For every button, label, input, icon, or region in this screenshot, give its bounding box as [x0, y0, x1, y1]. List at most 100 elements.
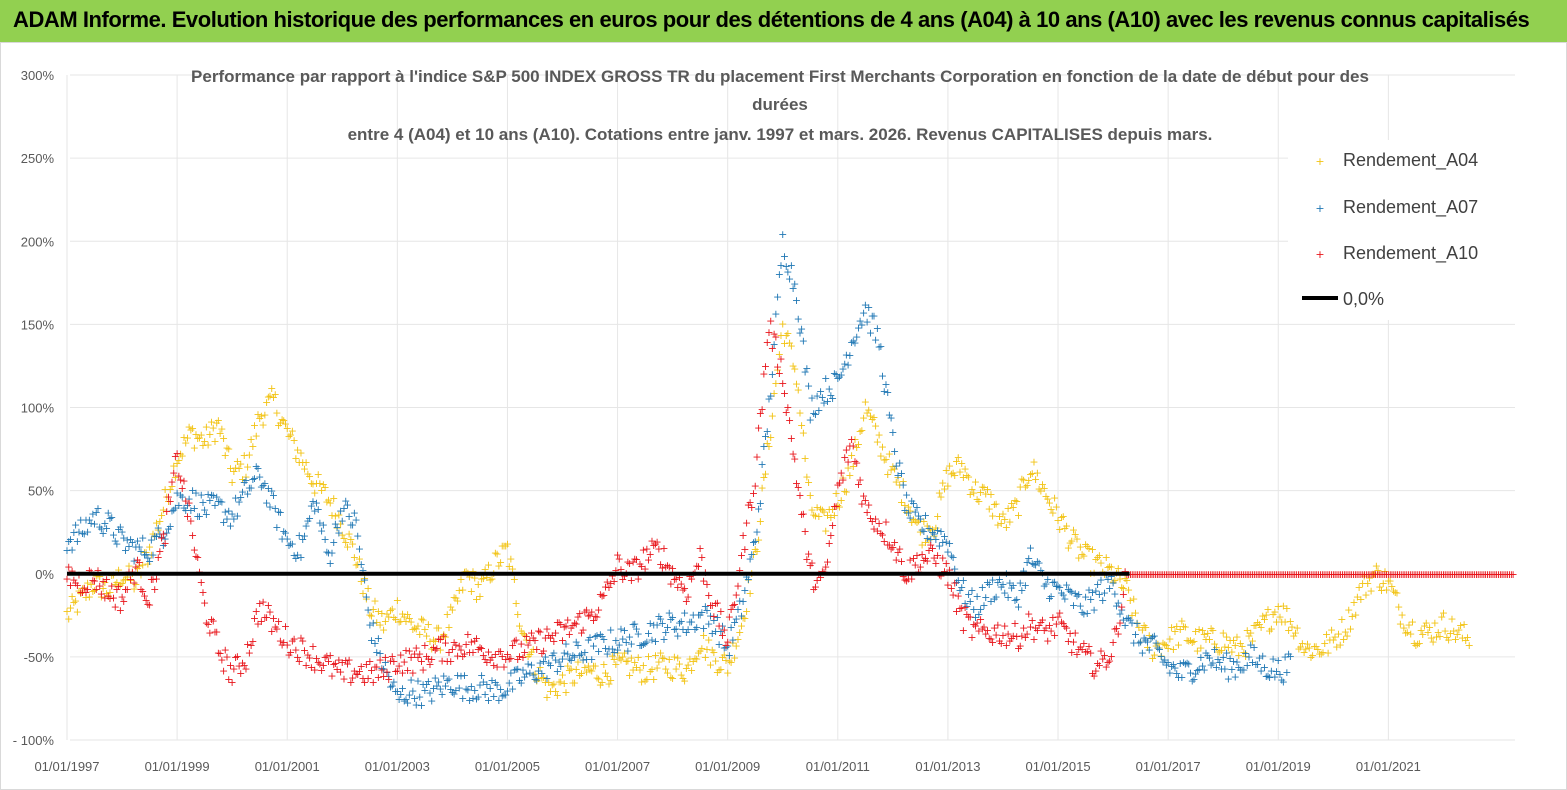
point-a07: +	[434, 675, 443, 688]
point-a07: +	[76, 513, 85, 526]
point-a04: +	[656, 646, 665, 659]
point-a04: +	[632, 661, 641, 674]
point-a04: +	[293, 443, 302, 456]
point-a04: +	[155, 515, 164, 528]
point-a04: +	[181, 436, 190, 449]
legend-marker-a04: +	[1315, 155, 1324, 168]
point-a04: +	[661, 662, 670, 675]
point-a07: +	[594, 645, 603, 658]
point-a04: +	[597, 676, 606, 689]
point-a04: +	[825, 503, 834, 516]
point-a10: +	[513, 653, 522, 666]
point-a04: +	[861, 396, 870, 409]
point-a07: +	[1055, 581, 1064, 594]
point-a07: +	[388, 679, 397, 692]
point-a10: +	[663, 559, 672, 572]
point-a07: +	[985, 578, 994, 591]
point-a04: +	[1392, 587, 1401, 600]
point-a07: +	[740, 584, 749, 597]
point-a04: +	[105, 586, 114, 599]
point-a04: +	[709, 646, 718, 659]
point-a04: +	[733, 633, 742, 646]
point-a10: +	[406, 651, 415, 664]
point-a04: +	[436, 644, 445, 657]
point-a07: +	[816, 385, 825, 398]
point-a07: +	[286, 538, 295, 551]
point-a10: +	[520, 646, 529, 659]
point-a07: +	[639, 638, 648, 651]
point-a07: +	[351, 513, 360, 526]
point-a04: +	[1036, 484, 1045, 497]
point-a04: +	[548, 678, 557, 691]
point-a04: +	[365, 608, 374, 621]
point-a07: +	[646, 617, 655, 630]
point-a07: +	[456, 669, 465, 682]
point-a04: +	[167, 480, 176, 493]
point-a07: +	[568, 649, 577, 662]
point-a10: +	[217, 653, 226, 666]
point-a04: +	[85, 590, 94, 603]
point-a07: +	[1043, 573, 1052, 586]
point-a04: +	[300, 462, 309, 475]
point-a04: +	[1339, 633, 1348, 646]
point-a04: +	[1231, 639, 1240, 652]
point-a04: +	[1255, 618, 1264, 631]
point-a07: +	[1053, 580, 1062, 593]
point-a10: +	[148, 573, 157, 586]
point-a04: +	[166, 483, 175, 496]
point-a04: +	[1040, 482, 1049, 495]
point-a04: +	[401, 615, 410, 628]
point-a07: +	[465, 694, 474, 707]
point-a10: +	[515, 650, 524, 663]
point-a07: +	[952, 576, 961, 589]
point-a04: +	[959, 471, 968, 484]
point-a04: +	[795, 406, 804, 419]
point-a07: +	[1279, 676, 1288, 689]
point-a10: +	[212, 625, 221, 638]
point-a07: +	[183, 499, 192, 512]
point-a04: +	[277, 413, 286, 426]
point-a10: +	[1114, 628, 1123, 641]
point-a04: +	[1363, 577, 1372, 590]
point-a04: +	[1176, 623, 1185, 636]
point-a10: +	[62, 573, 71, 586]
point-a07: +	[417, 699, 426, 712]
point-a04: +	[811, 509, 820, 522]
point-a04: +	[1299, 646, 1308, 659]
legend-marker-a07: +	[1315, 202, 1324, 215]
point-a04: +	[1361, 588, 1370, 601]
point-a10: +	[511, 634, 520, 647]
point-a04: +	[164, 495, 173, 508]
point-a04: +	[604, 678, 613, 691]
point-a07: +	[486, 682, 495, 695]
point-a10: +	[527, 627, 536, 640]
point-a10: +	[579, 624, 588, 637]
point-a07: +	[759, 440, 768, 453]
point-a10: +	[262, 611, 271, 624]
point-a07: +	[412, 699, 421, 712]
point-a04: +	[1243, 624, 1252, 637]
point-a07: +	[193, 510, 202, 523]
point-a04: +	[1083, 540, 1092, 553]
point-a10: +	[219, 665, 228, 678]
point-a07: +	[529, 669, 538, 682]
point-a04: +	[97, 591, 106, 604]
point-a10: +	[415, 648, 424, 661]
point-a07: +	[1220, 662, 1229, 675]
point-a04: +	[878, 440, 887, 453]
point-a07: +	[838, 363, 847, 376]
point-a07: +	[305, 512, 314, 525]
point-a07: +	[802, 362, 811, 375]
point-a04: +	[202, 421, 211, 434]
point-a07: +	[537, 667, 546, 680]
point-a10: +	[179, 475, 188, 488]
point-a07: +	[1033, 555, 1042, 568]
point-a07: +	[114, 523, 123, 536]
point-a04: +	[241, 471, 250, 484]
point-a04: +	[536, 661, 545, 674]
point-a10: +	[370, 660, 379, 673]
point-a10: +	[1117, 601, 1126, 614]
point-a07: +	[782, 260, 791, 273]
point-a07: +	[776, 259, 785, 272]
point-a10: +	[398, 666, 407, 679]
